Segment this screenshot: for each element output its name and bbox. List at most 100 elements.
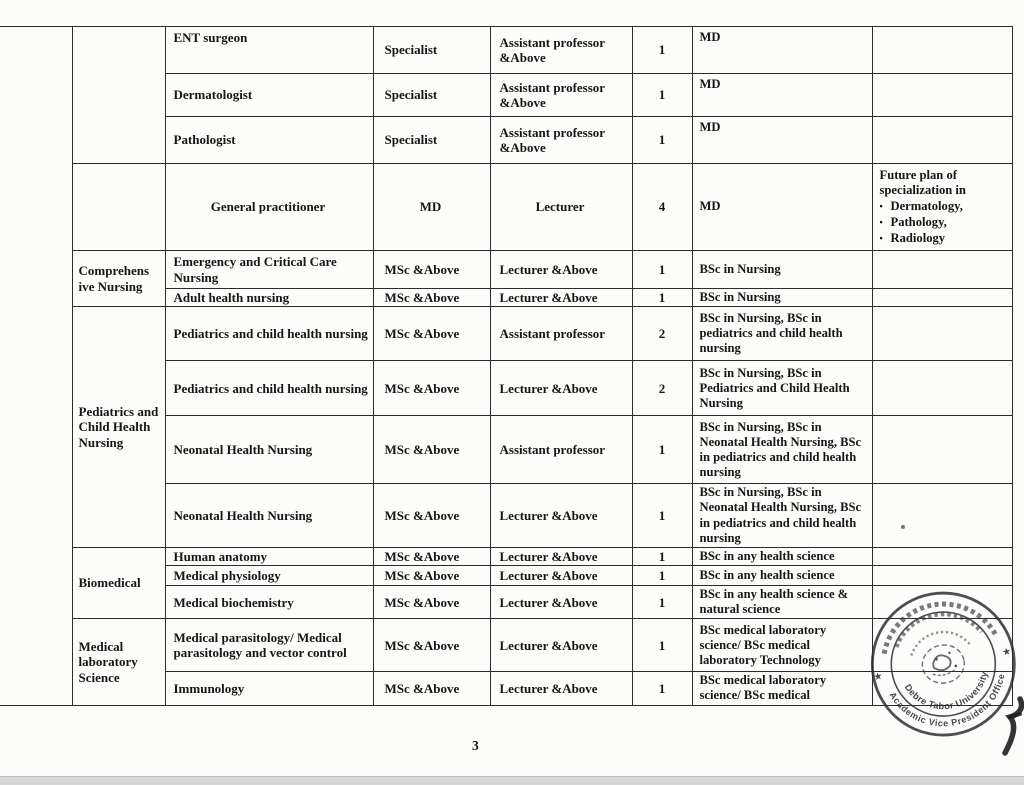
- remark-bullet-item: ▪ Radiology: [879, 230, 946, 245]
- cell-degree: MD: [691, 26, 873, 74]
- square-bullet-icon: ▪: [879, 216, 883, 227]
- cell-count: 2: [631, 360, 693, 417]
- cell-rank: Assistant professor &Above: [489, 26, 633, 74]
- remark-bullet-item: ▪ Dermatology,: [879, 199, 963, 214]
- cell-rank: Lecturer &Above: [489, 483, 633, 548]
- cell-subject: ENT surgeon: [164, 26, 374, 74]
- cell-degree: BSc in Nursing, BSc in Neonatal Health N…: [691, 415, 873, 485]
- left-margin-cell: [0, 26, 73, 706]
- cell-rank: Assistant professor &Above: [489, 116, 633, 164]
- remark-bullet-item: ▪ Pathology,: [879, 214, 947, 229]
- cell-rank: Lecturer &Above: [489, 585, 633, 620]
- cell-count: 1: [631, 618, 693, 673]
- cell-remark: [871, 546, 1013, 567]
- ink-speck: [901, 525, 905, 529]
- remark-line: specialization in: [879, 183, 966, 198]
- cell-qualification: MSc &Above: [372, 306, 491, 362]
- cell-qualification: MSc &Above: [372, 287, 491, 308]
- cell-category: [71, 26, 166, 164]
- cell-rank: Lecturer &Above: [489, 287, 633, 308]
- cell-qualification: MSc &Above: [372, 483, 491, 548]
- handwritten-pen-mark: [1002, 696, 1024, 756]
- cell-remark: [871, 671, 1013, 706]
- cell-count: 1: [631, 546, 693, 567]
- cell-rank: Lecturer &Above: [489, 618, 633, 673]
- table-row: Neonatal Health Nursing MSc &Above Lectu…: [0, 483, 1013, 548]
- page-number: 3: [472, 738, 479, 753]
- cell-subject: Pediatrics and child health nursing: [164, 360, 374, 417]
- cell-qualification: MD: [372, 163, 491, 251]
- cell-degree: BSc medical laboratory science/ BSc medi…: [691, 618, 873, 673]
- table-row: Biomedical Human anatomy MSc &Above Lect…: [0, 546, 1013, 620]
- cell-subject: Emergency and Critical Care Nursing: [164, 250, 374, 289]
- cell-subject: Dermatologist: [164, 73, 374, 117]
- cell-count: 1: [631, 565, 693, 587]
- cell-qualification: MSc &Above: [372, 671, 491, 706]
- cell-count: 1: [631, 116, 693, 164]
- cell-subject: Pediatrics and child health nursing: [164, 306, 374, 362]
- cell-qualification: MSc &Above: [372, 360, 491, 417]
- cell-qualification: MSc &Above: [372, 565, 491, 587]
- cell-qualification: Specialist: [372, 73, 491, 117]
- table-row: Adult health nursing MSc &Above Lecturer…: [0, 287, 1013, 308]
- cell-degree: BSc in any health science: [691, 546, 873, 567]
- cell-subject: Medical biochemistry: [164, 585, 374, 620]
- cell-rank: Lecturer &Above: [489, 565, 633, 587]
- square-bullet-icon: ▪: [879, 201, 883, 212]
- staff-plan-table: ENT surgeon Specialist Assistant profess…: [0, 26, 1013, 706]
- cell-degree: MD: [691, 73, 873, 117]
- cell-category: [71, 163, 166, 251]
- cell-count: 4: [631, 163, 693, 251]
- cell-remark: [871, 360, 1013, 417]
- cell-count: 1: [631, 26, 693, 74]
- cell-rank: Lecturer &Above: [489, 546, 633, 567]
- cell-remark: [871, 618, 1013, 673]
- cell-subject: Immunology: [164, 671, 374, 706]
- table-row: Medical laboratory Science Medical paras…: [0, 618, 1013, 706]
- cell-remark-future-plan: Future plan of specialization in ▪ Dermat…: [871, 163, 1013, 251]
- cell-category: Comprehens ive Nursing: [71, 249, 166, 308]
- cell-qualification: Specialist: [372, 116, 491, 164]
- table-row: Neonatal Health Nursing MSc &Above Assis…: [0, 415, 1013, 485]
- cell-qualification: MSc &Above: [372, 546, 491, 567]
- cell-count: 1: [631, 287, 693, 308]
- table-row: Medical physiology MSc &Above Lecturer &…: [0, 565, 1013, 587]
- cell-remark: [871, 565, 1013, 587]
- cell-subject: Medical parasitology/ Medical parasitolo…: [164, 618, 374, 673]
- cell-remark: [871, 287, 1013, 308]
- cell-rank: Lecturer: [489, 163, 633, 251]
- cell-remark: [871, 483, 1013, 548]
- table-row: Pediatrics and Child Health Nursing Pedi…: [0, 306, 1013, 548]
- table-row: ENT surgeon Specialist Assistant profess…: [0, 26, 1013, 706]
- table-row: General practitioner MD Lecturer 4 MD Fu…: [0, 163, 1013, 251]
- cell-remark: [871, 415, 1013, 485]
- cell-count: 1: [631, 483, 693, 548]
- cell-count: 2: [631, 306, 693, 362]
- cell-rank: Lecturer &Above: [489, 671, 633, 706]
- cell-count: 1: [631, 415, 693, 485]
- table-row: Dermatologist Specialist Assistant profe…: [0, 73, 1013, 117]
- cell-degree: BSc in Nursing, BSc in Neonatal Health N…: [691, 483, 873, 548]
- cell-remark: [871, 116, 1013, 164]
- cell-category: Biomedical: [71, 546, 166, 620]
- cell-subject: Human anatomy: [164, 546, 374, 567]
- square-bullet-icon: ▪: [879, 232, 883, 243]
- cell-count: 1: [631, 73, 693, 117]
- cell-degree: BSc in any health science: [691, 565, 873, 587]
- cell-remark: [871, 585, 1013, 620]
- cell-category: Pediatrics and Child Health Nursing: [71, 306, 166, 548]
- cell-qualification: Specialist: [372, 26, 491, 74]
- cell-subject: Neonatal Health Nursing: [164, 483, 374, 548]
- remark-line: Future plan of: [879, 167, 957, 182]
- cell-degree: MD: [691, 163, 873, 251]
- cell-degree: BSc in any health science & natural scie…: [691, 585, 873, 620]
- cell-remark: [871, 250, 1013, 289]
- cell-count: 1: [631, 585, 693, 620]
- table-row: Comprehens ive Nursing Emergency and Cri…: [0, 249, 1013, 308]
- cell-subject: Pathologist: [164, 116, 374, 164]
- cell-subject: Medical physiology: [164, 565, 374, 587]
- cell-qualification: MSc &Above: [372, 618, 491, 673]
- cell-rank: Assistant professor: [489, 415, 633, 485]
- cell-degree: BSc in Nursing, BSc in Pediatrics and Ch…: [691, 360, 873, 417]
- cell-remark: [871, 26, 1013, 74]
